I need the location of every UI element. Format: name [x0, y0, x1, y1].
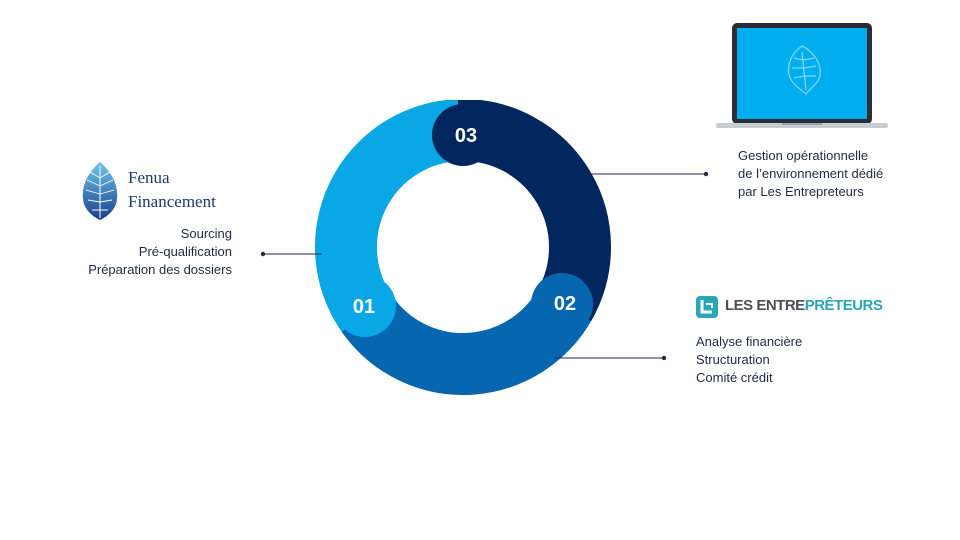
- laptop-icon: [716, 23, 888, 128]
- fenua-name-line2: Financement: [128, 192, 216, 211]
- step-number-01: 01: [353, 296, 375, 318]
- le-item: Comité crédit: [696, 370, 773, 385]
- step-number-02: 02: [554, 293, 576, 315]
- wordmark-part1: LES ENTRE: [725, 297, 805, 314]
- wordmark-part2: PRÊTEURS: [804, 297, 883, 314]
- les-entrepreteurs-wordmark: LES ENTREPRÊTEURS: [725, 297, 883, 314]
- cycle-arc-03: [457, 100, 611, 321]
- les-entrepreteurs-logo: LES ENTREPRÊTEURS: [695, 294, 883, 320]
- fenua-items: Sourcing Pré-qualification Préparation d…: [88, 225, 232, 279]
- le-item: Analyse financière: [696, 334, 803, 349]
- fenua-item: Sourcing: [180, 226, 232, 241]
- les-entrepreteurs-logo-icon: [696, 296, 718, 318]
- screen-leaf-icon: [787, 45, 821, 96]
- management-line: de l’environnement dédié: [738, 166, 884, 181]
- fenua-name-line1: Fenua: [128, 168, 170, 187]
- management-text: Gestion opérationnelle de l’environnemen…: [738, 147, 883, 201]
- connector-left-dot: [260, 251, 266, 257]
- le-item: Structuration: [696, 352, 770, 367]
- management-line: par Les Entrepreteurs: [738, 184, 864, 199]
- fenua-leaf-logo-icon: [82, 162, 118, 220]
- step-number-03: 03: [455, 125, 477, 147]
- cycle-cap-01: [334, 275, 396, 337]
- cycle-diagram: 01 02 03: [315, 100, 611, 395]
- connector-bottom-right-dot: [661, 355, 667, 361]
- connector-top-right-dot: [703, 171, 709, 177]
- fenua-item: Préparation des dossiers: [88, 262, 232, 277]
- management-line: Gestion opérationnelle: [738, 148, 869, 163]
- les-entrepreteurs-items: Analyse financière Structuration Comité …: [696, 333, 802, 387]
- fenua-item: Pré-qualification: [138, 244, 232, 259]
- fenua-financement-logo: Fenua Financement: [78, 158, 248, 224]
- cycle-cap-02: [531, 273, 593, 335]
- cycle-cap-03: [432, 104, 494, 166]
